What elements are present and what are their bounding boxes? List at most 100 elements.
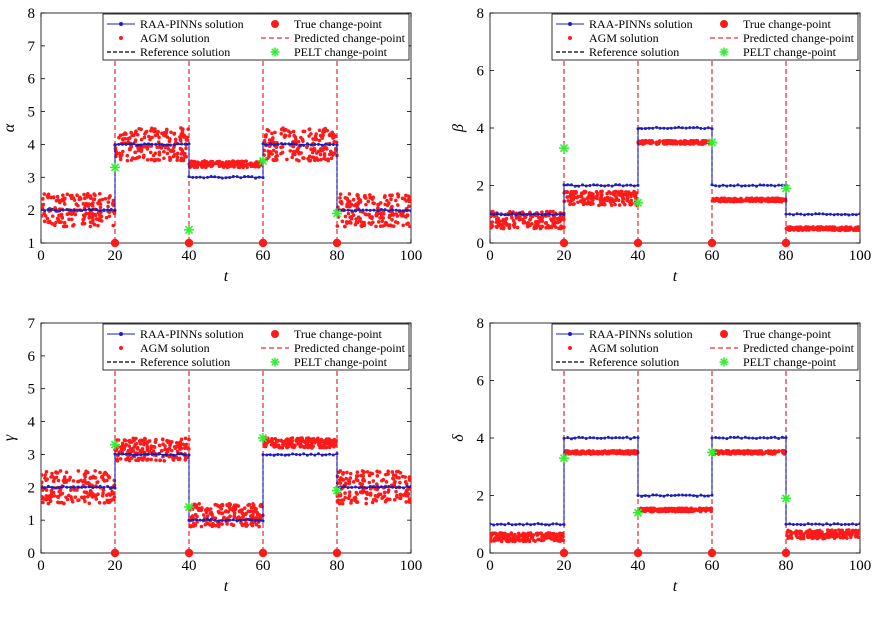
agm-point: [390, 470, 395, 474]
agm-point: [832, 536, 837, 540]
pelt-change-point: [258, 155, 268, 166]
raa-pinns-point: [287, 142, 291, 146]
raa-pinns-point: [514, 213, 518, 217]
raa-pinns-point: [320, 453, 324, 457]
agm-point: [520, 217, 525, 222]
agm-point: [185, 446, 190, 450]
agm-point: [314, 132, 319, 136]
agm-point: [759, 199, 764, 204]
agm-point: [44, 497, 49, 502]
true-change-point: [258, 548, 268, 558]
raa-pinns-point: [87, 485, 91, 489]
agm-point: [686, 507, 690, 512]
raa-pinns-point: [46, 207, 50, 211]
raa-pinns-point: [840, 213, 843, 217]
agm-point: [496, 224, 500, 228]
agm-point: [41, 494, 44, 499]
agm-point: [269, 138, 274, 143]
agm-point: [118, 154, 123, 159]
agm-point: [670, 139, 675, 143]
agm-point: [526, 221, 530, 225]
agm-point: [63, 224, 67, 229]
agm-point: [393, 220, 398, 224]
legend-box: [102, 13, 410, 61]
agm-point: [140, 438, 144, 443]
agm-point: [579, 449, 584, 454]
raa-pinns-point: [157, 451, 161, 455]
pelt-change-point: [184, 502, 194, 512]
agm-point: [201, 513, 206, 517]
agm-point: [626, 451, 631, 456]
agm-point: [125, 137, 130, 141]
agm-point: [157, 158, 162, 162]
agm-point: [134, 441, 139, 446]
raa-pinns-point: [766, 436, 769, 440]
raa-pinns-point: [840, 523, 843, 527]
raa-pinns-point: [532, 522, 536, 526]
raa-pinns-point: [135, 143, 139, 147]
pelt-change-point: [707, 447, 717, 458]
agm-point: [222, 515, 226, 520]
agm-point: [42, 192, 47, 196]
raa-pinns-point: [83, 208, 87, 212]
agm-point: [92, 197, 97, 201]
raa-pinns-point: [187, 175, 191, 179]
agm-point: [407, 199, 411, 204]
raa-pinns-point: [673, 493, 677, 497]
raa-pinns-point: [280, 141, 283, 145]
agm-point: [121, 138, 125, 142]
agm-point: [543, 221, 548, 225]
agm-point: [395, 214, 400, 218]
agm-point: [101, 477, 106, 482]
agm-point: [855, 532, 860, 536]
agm-point: [142, 153, 146, 158]
true-change-point: [781, 548, 791, 558]
raa-pinns-point: [409, 209, 411, 213]
raa-pinns-point: [669, 494, 673, 498]
raa-pinns-point: [128, 142, 132, 146]
raa-pinns-point: [599, 436, 603, 440]
raa-pinns-point: [851, 212, 855, 216]
agm-point: [394, 489, 398, 494]
raa-pinns-point: [169, 453, 172, 457]
raa-pinns-point: [272, 453, 276, 457]
agm-point: [237, 165, 242, 169]
agm-point: [398, 493, 403, 498]
agm-point: [404, 193, 408, 198]
raa-pinns-point: [606, 435, 610, 439]
agm-point: [374, 482, 379, 486]
agm-point: [175, 155, 179, 159]
legend-pelt-marker: [270, 47, 280, 57]
raa-pinns-point: [592, 183, 596, 187]
agm-point: [161, 442, 165, 446]
agm-point: [107, 475, 111, 480]
agm-point: [213, 523, 218, 528]
raa-pinns-point: [673, 126, 677, 130]
agm-point: [71, 479, 76, 483]
agm-point: [307, 154, 312, 159]
agm-point: [569, 196, 574, 201]
agm-point: [322, 442, 327, 447]
raa-pinns-point: [858, 522, 860, 526]
agm-point: [76, 469, 81, 473]
agm-point: [57, 213, 61, 218]
raa-pinns-point: [814, 212, 818, 216]
agm-point: [622, 202, 627, 207]
agm-point: [236, 504, 241, 508]
raa-pinns-point: [265, 453, 269, 457]
agm-point: [845, 528, 850, 533]
agm-point: [140, 450, 144, 454]
agm-point: [380, 478, 384, 483]
agm-point: [166, 146, 171, 151]
agm-point: [803, 226, 807, 231]
legend-raa-marker: [568, 22, 572, 26]
agm-point: [41, 214, 44, 218]
agm-point: [311, 137, 315, 141]
raa-pinns-point: [261, 519, 265, 523]
agm-point: [98, 205, 103, 210]
raa-pinns-point: [317, 142, 320, 146]
agm-point: [263, 444, 268, 449]
legend-label: True change-point: [743, 17, 832, 31]
y-tick-label: 0: [477, 236, 485, 252]
legend-true-cp-marker: [271, 20, 279, 28]
